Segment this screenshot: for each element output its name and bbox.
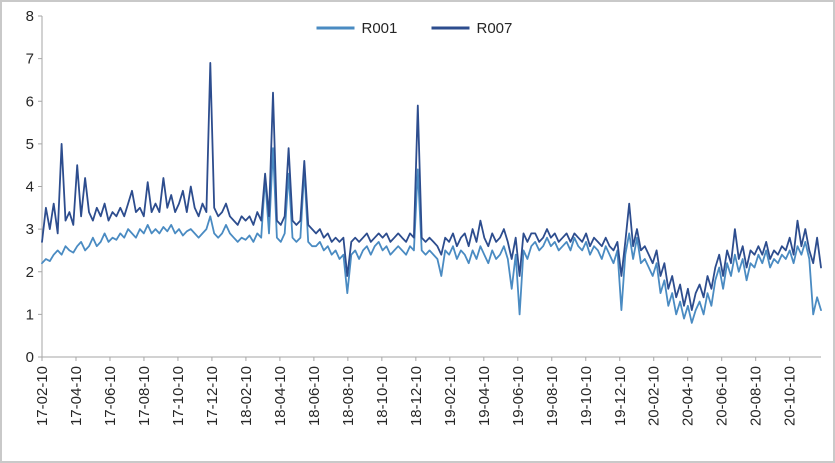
y-axis-tick-label: 3 [26,221,34,238]
series-line-r007 [41,62,822,312]
x-axis-tick-label: 18-12-10 [408,366,425,426]
y-axis-tick-label: 2 [26,264,34,281]
x-axis-tick-label: 18-06-10 [306,366,323,426]
x-axis-tick-label: 19-02-10 [442,366,459,426]
legend-label-r001: R001 [362,20,398,37]
x-axis-tick-label: 19-10-10 [578,366,595,426]
series-line-r001 [41,147,822,324]
x-axis-tick-label: 20-06-10 [714,366,731,426]
x-axis-tick-label: 17-10-10 [170,366,187,426]
x-axis-tick-label: 17-04-10 [68,366,85,426]
x-axis-tick-label: 17-02-10 [34,366,51,426]
x-axis-tick-label: 20-04-10 [680,366,697,426]
x-axis-tick-label: 20-02-10 [646,366,663,426]
y-axis-tick-label: 5 [26,136,34,153]
x-axis-tick-label: 20-08-10 [748,366,765,426]
y-axis-tick-label: 8 [26,8,34,25]
y-axis-tick-label: 4 [26,179,34,196]
x-axis-tick-label: 18-08-10 [340,366,357,426]
y-axis-tick-label: 7 [26,51,34,68]
y-axis-tick-label: 1 [26,306,34,323]
x-axis-tick-label: 19-06-10 [510,366,527,426]
legend-label-r007: R007 [477,20,513,37]
y-axis-tick-label: 0 [26,349,34,366]
x-axis-tick-label: 20-10-10 [782,366,799,426]
y-axis-tick-label: 6 [26,93,34,110]
x-axis-tick-label: 17-12-10 [204,366,221,426]
x-axis-tick-label: 17-06-10 [102,366,119,426]
x-axis-tick-label: 19-04-10 [476,366,493,426]
x-axis-tick-label: 18-10-10 [374,366,391,426]
x-axis-tick-label: 18-02-10 [238,366,255,426]
x-axis-tick-label: 18-04-10 [272,366,289,426]
x-axis-tick-label: 19-12-10 [612,366,629,426]
x-axis-tick-label: 19-08-10 [544,366,561,426]
x-axis-tick-label: 17-08-10 [136,366,153,426]
